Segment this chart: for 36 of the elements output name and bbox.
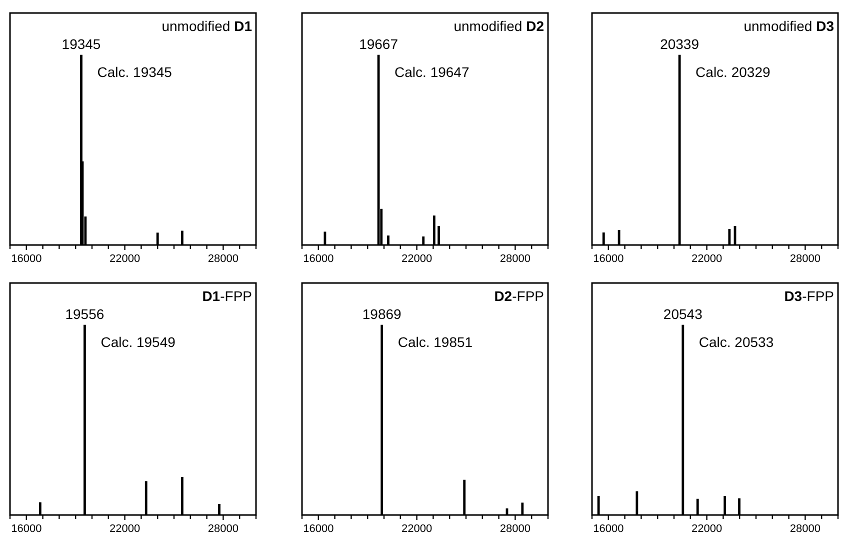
annotation: Calc. 19851 [398, 334, 473, 350]
x-tick-label: 16000 [11, 523, 42, 535]
x-tick-label: 16000 [303, 523, 334, 535]
x-tick-label: 22000 [692, 523, 722, 535]
x-tick-label: 28000 [790, 523, 820, 535]
chart-title: unmodified D2 [454, 18, 544, 34]
annotation: 19556 [65, 306, 104, 322]
x-tick-label: 22000 [402, 523, 432, 535]
annotation: Calc. 19549 [100, 334, 176, 350]
x-tick-label: 28000 [500, 523, 530, 535]
x-tick-label: 22000 [692, 253, 722, 265]
x-tick-label: 22000 [402, 253, 432, 265]
chart-title: unmodified D1 [162, 18, 252, 34]
annotation: Calc. 19345 [97, 64, 172, 80]
annotation: Calc. 20533 [698, 334, 774, 350]
chart-title: D3-FPP [784, 288, 834, 304]
annotation: Calc. 20329 [696, 64, 770, 80]
annotation: 19345 [62, 36, 101, 52]
x-tick-label: 16000 [593, 253, 624, 265]
x-tick-label: 16000 [303, 253, 334, 265]
annotation: 20543 [663, 306, 703, 322]
annotation: 20339 [660, 36, 700, 52]
annotation: 19869 [362, 306, 402, 322]
chart-title: unmodified D3 [744, 18, 834, 34]
chart-title: D1-FPP [202, 288, 252, 304]
x-tick-label: 28000 [500, 253, 530, 265]
x-tick-label: 16000 [11, 253, 42, 265]
annotation: 19667 [359, 36, 398, 52]
x-tick-label: 28000 [208, 253, 238, 265]
x-tick-label: 22000 [110, 523, 140, 535]
annotation: Calc. 19647 [394, 64, 470, 80]
x-tick-label: 16000 [593, 523, 624, 535]
x-tick-label: 22000 [110, 253, 140, 265]
x-tick-label: 28000 [790, 253, 820, 265]
chart-title: D2-FPP [494, 288, 544, 304]
x-tick-label: 28000 [208, 523, 238, 535]
